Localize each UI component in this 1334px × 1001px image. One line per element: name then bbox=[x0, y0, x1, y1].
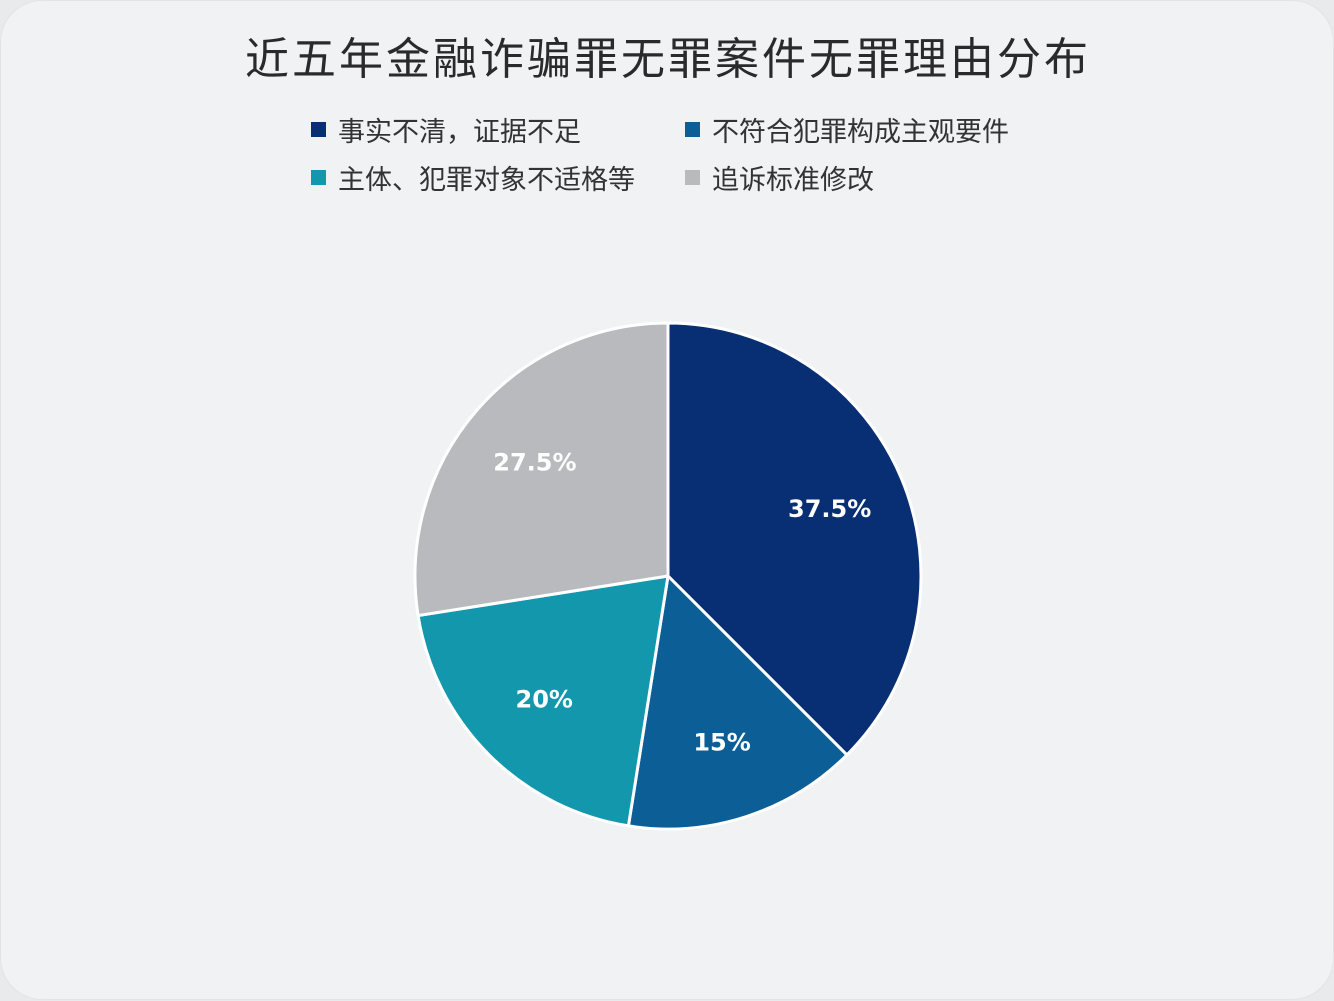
slice-data-label: 27.5% bbox=[493, 448, 576, 476]
legend: 事实不清，证据不足 不符合犯罪构成主观要件 主体、犯罪对象不适格等 追诉标准修改 bbox=[311, 113, 1071, 196]
legend-swatch bbox=[311, 169, 326, 185]
chart-title: 近五年金融诈骗罪无罪案件无罪理由分布 bbox=[245, 34, 1091, 85]
legend-label: 主体、犯罪对象不适格等 bbox=[338, 164, 635, 196]
legend-swatch bbox=[685, 169, 700, 185]
legend-item: 主体、犯罪对象不适格等 bbox=[311, 161, 685, 196]
pie-slice bbox=[416, 574, 670, 828]
legend-item: 不符合犯罪构成主观要件 bbox=[685, 113, 1065, 148]
legend-item: 事实不清，证据不足 bbox=[311, 113, 685, 148]
legend-label: 追诉标准修改 bbox=[712, 164, 874, 196]
legend-swatch bbox=[311, 121, 326, 137]
legend-label: 不符合犯罪构成主观要件 bbox=[712, 116, 1009, 148]
pie-slice bbox=[626, 574, 849, 831]
legend-swatch bbox=[685, 121, 700, 137]
pie-slice bbox=[666, 321, 923, 757]
slice-data-label: 15% bbox=[693, 728, 750, 756]
slice-data-label: 37.5% bbox=[788, 495, 871, 523]
slice-data-label: 20% bbox=[516, 686, 573, 714]
legend-label: 事实不清，证据不足 bbox=[338, 116, 581, 148]
pie-slice bbox=[413, 321, 670, 618]
legend-item: 追诉标准修改 bbox=[685, 161, 1065, 196]
